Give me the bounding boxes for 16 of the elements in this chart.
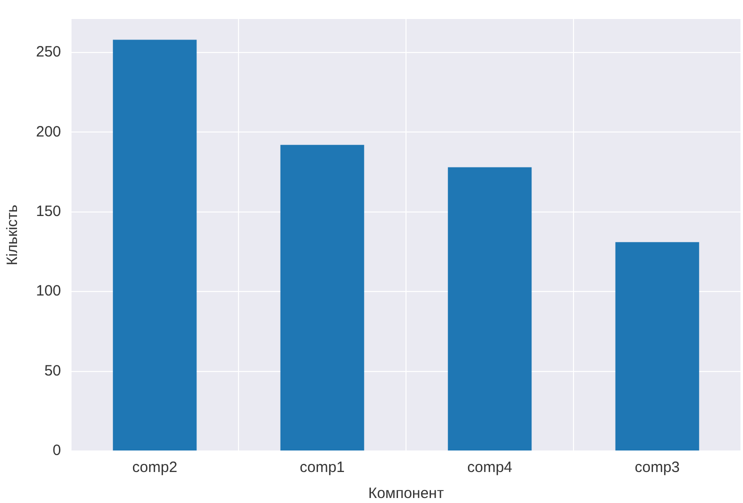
- bar: [448, 167, 532, 450]
- x-tick-label: comp2: [132, 459, 178, 476]
- x-axis-title: Компонент: [368, 485, 444, 502]
- y-axis-title: Кількість: [4, 204, 22, 266]
- bar: [615, 242, 700, 450]
- bar: [112, 40, 197, 450]
- y-tick-label: 150: [36, 203, 62, 220]
- x-tick-label: comp1: [300, 459, 345, 476]
- y-tick-label: 250: [36, 44, 62, 61]
- y-tick-label: 50: [44, 362, 62, 380]
- y-tick-label: 200: [36, 123, 62, 140]
- x-tick-label: comp4: [467, 459, 512, 476]
- bar: [280, 144, 364, 450]
- y-tick-label: 0: [52, 442, 62, 460]
- x-tick-label: comp3: [634, 459, 680, 476]
- y-tick-label: 100: [36, 282, 62, 300]
